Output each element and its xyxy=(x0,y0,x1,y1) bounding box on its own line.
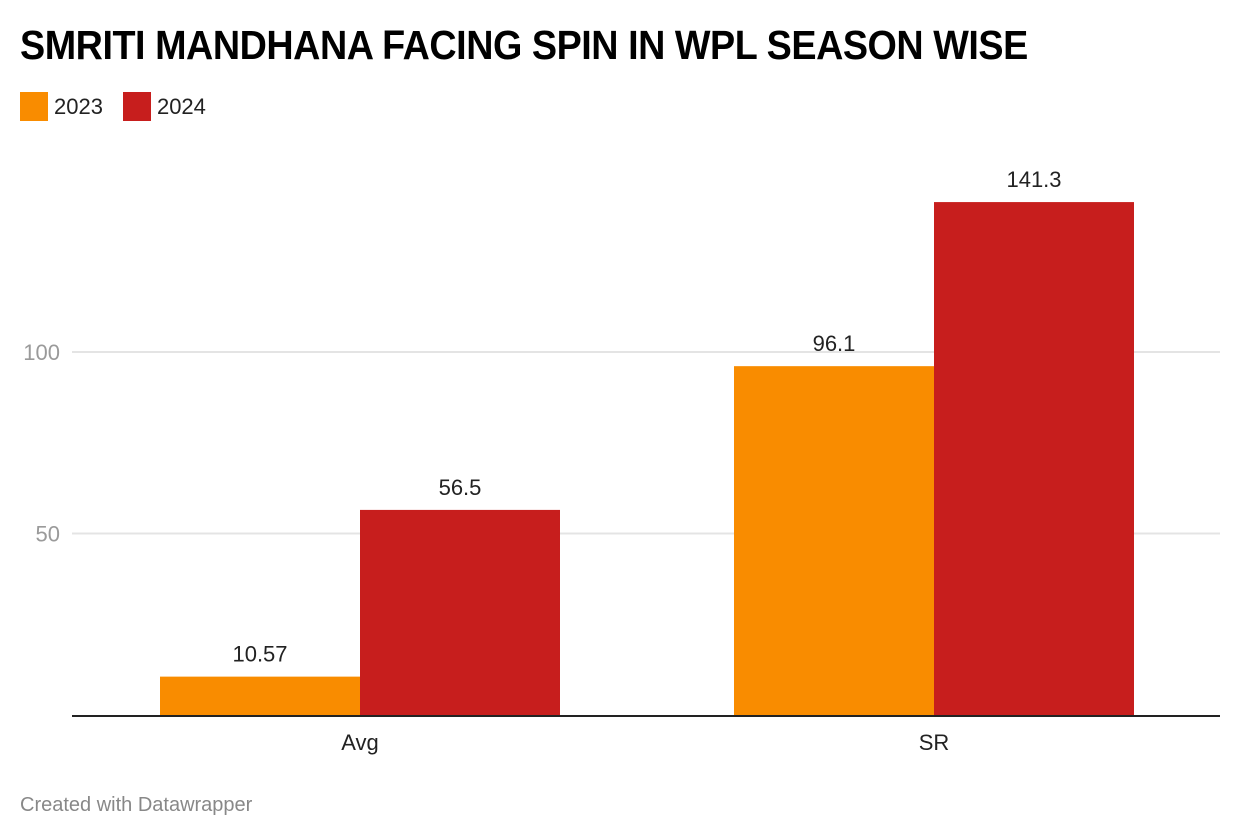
legend-item-2024: 2024 xyxy=(122,92,206,121)
data-label-avg-2024: 56.5 xyxy=(439,475,482,500)
y-tick-label-50: 50 xyxy=(36,522,60,547)
footer-credit: Created with Datawrapper xyxy=(20,794,253,816)
legend-swatch-2023 xyxy=(20,92,48,121)
legend-label-2023: 2023 xyxy=(54,93,103,119)
bar-avg-2023 xyxy=(160,676,360,715)
x-tick-label-sr: SR xyxy=(919,730,950,755)
legend-item-2023: 2023 xyxy=(20,92,103,121)
data-label-sr-2023: 96.1 xyxy=(813,331,856,356)
bar-sr-2023 xyxy=(734,366,934,715)
y-tick-label-100: 100 xyxy=(23,340,60,365)
data-label-sr-2024: 141.3 xyxy=(1006,167,1061,192)
x-tick-label-avg: Avg xyxy=(341,730,379,755)
legend: 2023 2024 xyxy=(20,92,226,121)
data-label-avg-2023: 10.57 xyxy=(232,642,287,667)
bar-sr-2024 xyxy=(934,202,1134,715)
legend-swatch-2024 xyxy=(122,92,151,121)
chart-title: SMRITI MANDHANA FACING SPIN IN WPL SEASO… xyxy=(20,22,1028,68)
legend-label-2024: 2024 xyxy=(156,93,206,119)
bar-avg-2024 xyxy=(360,509,560,715)
